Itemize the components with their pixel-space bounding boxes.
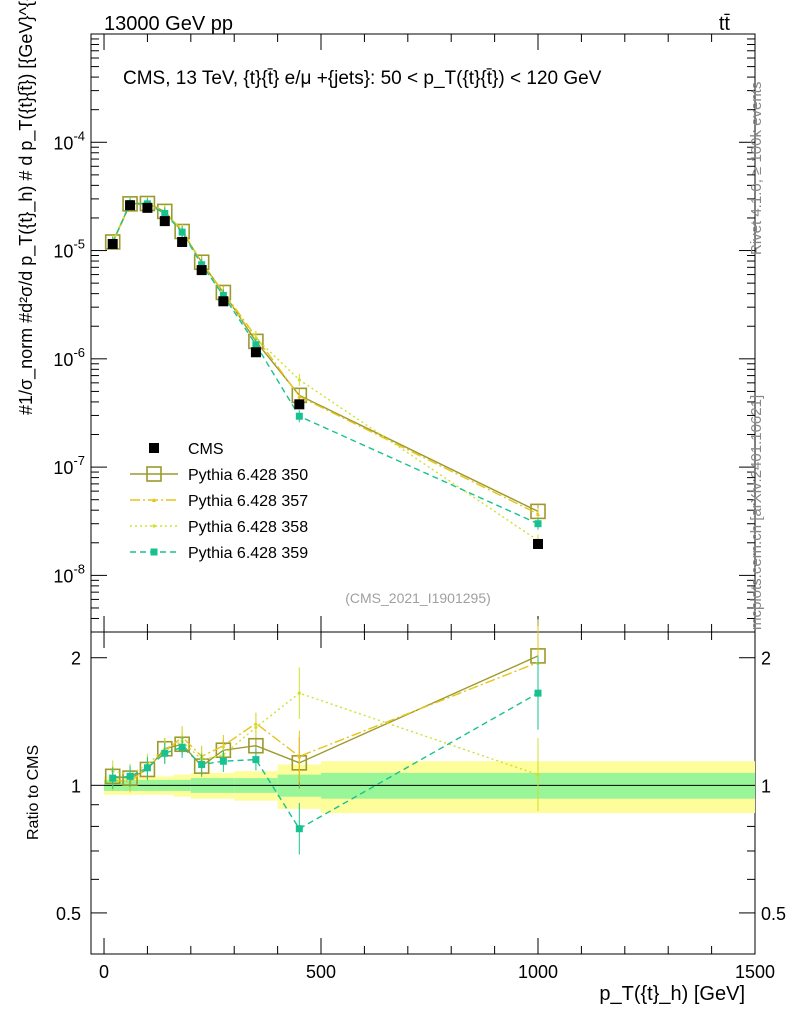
- main-plot-series: [104, 195, 546, 549]
- main-series-point: [178, 228, 186, 236]
- plot-title: CMS, 13 TeV, {t}{t̄} e/μ +{jets}: 50 < p…: [123, 68, 602, 89]
- ratio-xtick-label: 1000: [518, 962, 558, 982]
- ratio-xtick-label: 0: [99, 962, 109, 982]
- main-cms-point: [250, 347, 261, 358]
- main-ytick-label: 10-8: [53, 561, 85, 586]
- main-ytick-label: 10-7: [53, 453, 85, 478]
- main-ytick-exponent: -4: [73, 128, 85, 143]
- main-series-line: [112, 203, 539, 515]
- analysis-watermark: (CMS_2021_I1901295): [345, 590, 491, 606]
- rivet-label: Rivet 4.1.0, ≥ 100k events: [748, 82, 765, 255]
- main-series-point: [161, 209, 169, 217]
- legend-label: Pythia 6.428 357: [188, 493, 308, 510]
- main-ytick-exponent: -5: [73, 237, 85, 252]
- ratio-ytick-label: 2: [71, 649, 81, 669]
- ratio-series-line: [112, 692, 539, 830]
- main-ytick-exponent: -8: [73, 561, 85, 576]
- xlabel: p_T({t}_h) [GeV]: [599, 983, 745, 1005]
- main-series-point: [122, 196, 138, 212]
- ratio-xtick-label: 500: [306, 962, 336, 982]
- ratio-ytick-label-right: 0.5: [761, 904, 786, 924]
- main-series-line: [112, 202, 539, 542]
- ratio-series-point: [143, 764, 151, 772]
- main-series-point: [534, 520, 542, 528]
- ratio-ytick-label: 1: [71, 776, 81, 796]
- legend-marker: [146, 466, 162, 482]
- energy-label: 13000 GeV pp: [104, 13, 233, 35]
- mcplots-label: mcplots.cern.ch [arXiv:2401.10621]: [748, 395, 765, 630]
- main-series-point: [254, 336, 258, 340]
- ratio-series-point: [254, 725, 258, 729]
- main-cms-point: [294, 399, 305, 410]
- main-cms-point: [196, 265, 207, 276]
- ratio-series-point: [534, 689, 542, 697]
- ratio-axis-ticks: 0 500 1000 1500 0.5 0.5 1 1 2 2: [56, 632, 786, 982]
- main-series-point: [297, 394, 302, 399]
- ratio-series-point: [297, 754, 302, 759]
- main-cms-point: [177, 236, 188, 247]
- ratio-ytick-label-right: 1: [761, 776, 771, 796]
- ratio-xtick-label: 1500: [735, 962, 775, 982]
- plot-title-text: CMS, 13 TeV, {t}{t̄} e/μ +{jets}: 50 < p…: [123, 68, 602, 89]
- main-cms-point: [125, 200, 136, 211]
- main-series-point: [536, 511, 541, 516]
- legend-label: Pythia 6.428 350: [188, 467, 308, 484]
- main-cms-point: [159, 216, 170, 227]
- main-cms-point: [533, 538, 544, 549]
- main-ytick-label: 10-5: [53, 237, 85, 262]
- main-cms-point: [218, 296, 229, 307]
- ratio-series-point: [198, 760, 206, 768]
- main-ytick-exponent: -7: [73, 453, 85, 468]
- main-ytick-label: 10-4: [53, 128, 85, 153]
- legend-label: Pythia 6.428 359: [188, 545, 308, 562]
- legend-cms-marker: [149, 443, 159, 453]
- ratio-series-point: [295, 825, 303, 833]
- main-series-line: [112, 202, 539, 513]
- legend-label: CMS: [188, 441, 224, 458]
- process-label: tt̄: [719, 13, 731, 35]
- main-series-point: [198, 261, 206, 269]
- ratio-plot-series: [104, 619, 546, 855]
- ratio-series-point: [109, 774, 117, 782]
- ratio-series-point: [126, 772, 134, 780]
- ratio-series-point: [219, 757, 227, 765]
- main-series-point: [252, 341, 260, 349]
- main-cms-point: [142, 202, 153, 213]
- ratio-series-point: [161, 749, 169, 757]
- ratio-series-line: [112, 661, 539, 783]
- legend-marker: [152, 524, 156, 528]
- ratio-series-line: [112, 655, 539, 779]
- ratio-ytick-label-right: 2: [761, 649, 771, 669]
- legend-label: Pythia 6.428 358: [188, 519, 308, 536]
- ratio-ytick-label: 0.5: [56, 904, 81, 924]
- legend: CMS Pythia 6.428 350 Pythia 6.428 357 Pythi…: [130, 441, 308, 562]
- main-ytick-label: 10-6: [53, 345, 85, 370]
- ratio-series-point: [297, 691, 301, 695]
- main-plot-frame: [90, 33, 756, 633]
- ratio-ylabel: Ratio to CMS: [25, 745, 42, 840]
- ratio-series-point: [536, 772, 540, 777]
- main-series-point: [295, 412, 303, 420]
- ratio-series-point: [252, 756, 260, 764]
- main-series-line: [112, 202, 539, 525]
- main-cms-point: [107, 238, 118, 249]
- main-ylabel: #1/σ_norm #d²σ/d p_T({t}_h) # d p_T({t}{…: [16, 0, 37, 415]
- main-axis-ticks: 10-8 10-7 10-6 10-5 10-4: [53, 33, 756, 633]
- ratio-series-point: [178, 743, 186, 751]
- main-series-point: [297, 378, 301, 382]
- main-ytick-exponent: -6: [73, 345, 85, 360]
- legend-marker: [152, 498, 156, 502]
- legend-marker: [150, 548, 158, 556]
- main-series-point: [219, 291, 227, 299]
